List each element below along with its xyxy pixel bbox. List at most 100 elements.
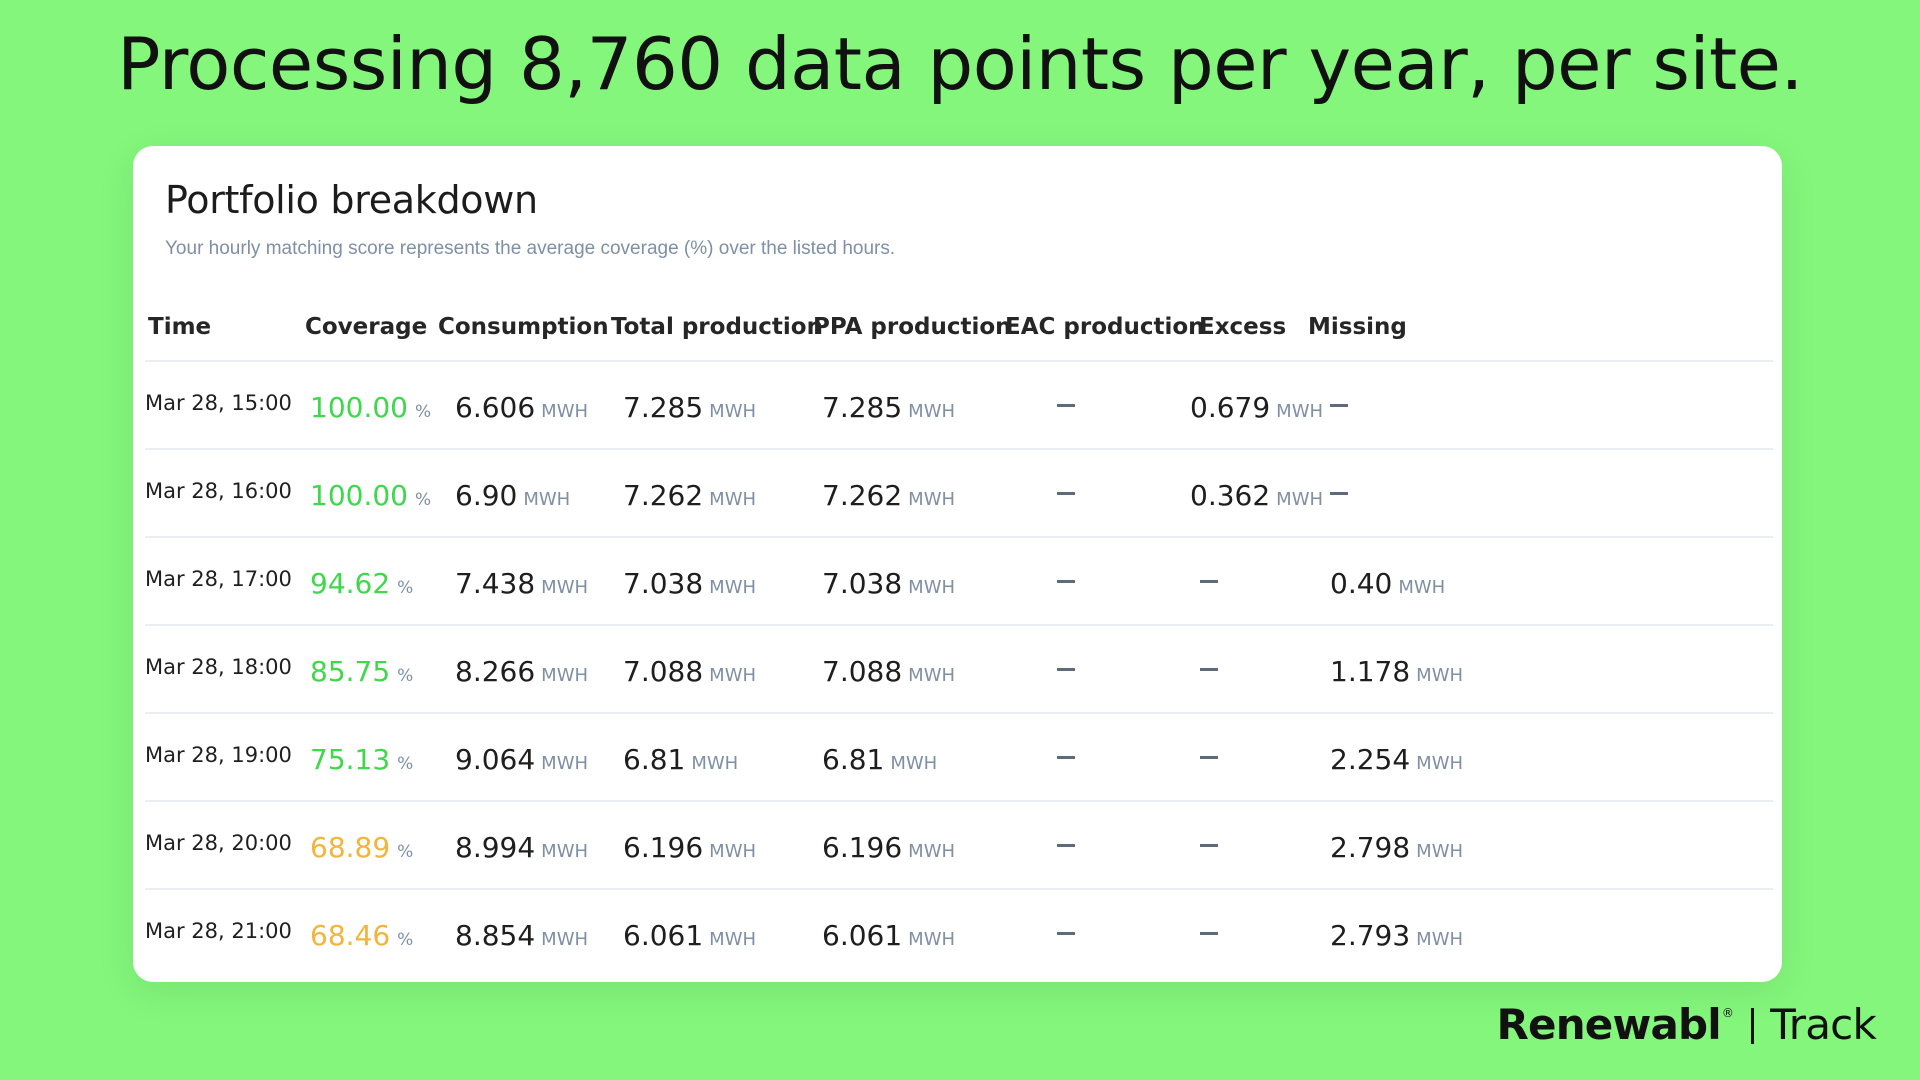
missing-cell: 2.793 MWH <box>1330 919 1463 952</box>
time-cell: Mar 28, 16:00 <box>145 479 292 503</box>
excess-empty-dash: – <box>1200 756 1218 759</box>
eac-production-empty-dash: – <box>1057 756 1075 759</box>
column-header-ppa-production[interactable]: PPA production <box>813 314 1012 340</box>
brand-separator <box>1751 1008 1755 1044</box>
table-row[interactable]: Mar 28, 15:00 100.00% 6.606 MWH 7.285 MWH 7.28… <box>145 360 1773 448</box>
breakdown-table: Time Coverage Consumption Total producti… <box>145 296 1773 976</box>
coverage-value: 100.00 <box>310 479 408 512</box>
consumption-value: 8.854 <box>455 919 536 952</box>
consumption-unit: MWH <box>541 753 589 774</box>
ppa-production-cell: 6.196 MWH <box>822 831 955 864</box>
time-value: Mar 28, 21:00 <box>145 919 292 943</box>
excess-empty-dash: – <box>1200 932 1218 935</box>
column-header-total-production[interactable]: Total production <box>611 314 823 340</box>
excess-empty-dash: – <box>1200 844 1218 847</box>
time-value: Mar 28, 19:00 <box>145 743 292 767</box>
coverage-cell: 100.00% <box>310 391 431 424</box>
total-production-cell: 7.038 MWH <box>623 567 756 600</box>
coverage-unit: % <box>397 930 414 950</box>
total-production-unit: MWH <box>709 489 757 510</box>
consumption-cell: 8.854 MWH <box>455 919 588 952</box>
ppa-production-value: 6.061 <box>822 919 903 952</box>
consumption-cell: 6.90 MWH <box>455 479 570 512</box>
table-row[interactable]: Mar 28, 16:00 100.00% 6.90 MWH 7.262 MWH 7.262… <box>145 448 1773 536</box>
column-header-missing[interactable]: Missing <box>1308 314 1407 340</box>
total-production-value: 6.061 <box>623 919 704 952</box>
total-production-unit: MWH <box>691 753 739 774</box>
coverage-unit: % <box>397 666 414 686</box>
eac-production-empty-dash: – <box>1057 580 1075 583</box>
excess-value: 0.362 <box>1190 479 1271 512</box>
consumption-cell: 6.606 MWH <box>455 391 588 424</box>
missing-unit: MWH <box>1398 577 1446 598</box>
consumption-value: 8.994 <box>455 831 536 864</box>
table-row[interactable]: Mar 28, 18:00 85.75% 8.266 MWH 7.088 MWH 7.088… <box>145 624 1773 712</box>
coverage-unit: % <box>414 402 432 422</box>
column-header-time[interactable]: Time <box>148 314 212 340</box>
coverage-value: 75.13 <box>310 743 391 776</box>
ppa-production-value: 6.196 <box>822 831 903 864</box>
ppa-production-cell: 7.038 MWH <box>822 567 955 600</box>
excess-empty-dash: – <box>1200 668 1218 671</box>
missing-unit: MWH <box>1416 929 1464 950</box>
brand-product: Track <box>1770 1000 1877 1049</box>
missing-empty-dash: – <box>1330 492 1348 495</box>
consumption-unit: MWH <box>541 665 589 686</box>
time-value: Mar 28, 17:00 <box>145 567 292 591</box>
headline: Processing 8,760 data points per year, p… <box>117 22 1803 106</box>
coverage-unit: % <box>397 842 414 862</box>
excess-empty-dash: – <box>1200 580 1218 583</box>
missing-empty-dash: – <box>1330 404 1348 407</box>
consumption-unit: MWH <box>541 577 589 598</box>
consumption-value: 8.266 <box>455 655 536 688</box>
eac-production-empty-dash: – <box>1057 932 1075 935</box>
missing-unit: MWH <box>1416 753 1464 774</box>
table-row[interactable]: Mar 28, 21:00 68.46% 8.854 MWH 6.061 MWH 6.061… <box>145 888 1773 976</box>
column-header-excess[interactable]: Excess <box>1199 314 1287 340</box>
consumption-cell: 9.064 MWH <box>455 743 588 776</box>
total-production-unit: MWH <box>709 665 757 686</box>
missing-value: 2.254 <box>1330 743 1411 776</box>
missing-cell: 0.40 MWH <box>1330 567 1445 600</box>
missing-value: 0.40 <box>1330 567 1393 600</box>
time-value: Mar 28, 15:00 <box>145 391 292 415</box>
excess-cell: 0.362 MWH <box>1190 479 1323 512</box>
coverage-cell: 94.62% <box>310 567 413 600</box>
total-production-cell: 7.088 MWH <box>623 655 756 688</box>
card-subtitle: Your hourly matching score represents th… <box>165 238 896 259</box>
ppa-production-unit: MWH <box>890 753 938 774</box>
total-production-unit: MWH <box>709 401 757 422</box>
total-production-cell: 6.81 MWH <box>623 743 738 776</box>
missing-cell: 2.798 MWH <box>1330 831 1463 864</box>
portfolio-breakdown-card: Portfolio breakdown Your hourly matching… <box>133 146 1782 982</box>
time-cell: Mar 28, 17:00 <box>145 567 292 591</box>
coverage-value: 94.62 <box>310 567 391 600</box>
excess-cell: 0.679 MWH <box>1190 391 1323 424</box>
missing-cell: 2.254 MWH <box>1330 743 1463 776</box>
consumption-unit: MWH <box>541 841 589 862</box>
ppa-production-unit: MWH <box>908 577 956 598</box>
consumption-value: 7.438 <box>455 567 536 600</box>
table-row[interactable]: Mar 28, 17:00 94.62% 7.438 MWH 7.038 MWH 7.038… <box>145 536 1773 624</box>
consumption-cell: 8.266 MWH <box>455 655 588 688</box>
coverage-cell: 68.89% <box>310 831 413 864</box>
card-title: Portfolio breakdown <box>165 178 538 222</box>
coverage-unit: % <box>397 754 414 774</box>
table-row[interactable]: Mar 28, 19:00 75.13% 9.064 MWH 6.81 MWH 6.81 MW… <box>145 712 1773 800</box>
eac-production-empty-dash: – <box>1057 844 1075 847</box>
column-header-coverage[interactable]: Coverage <box>305 314 428 340</box>
missing-value: 2.798 <box>1330 831 1411 864</box>
missing-unit: MWH <box>1416 841 1464 862</box>
total-production-value: 7.088 <box>623 655 704 688</box>
column-header-consumption[interactable]: Consumption <box>438 314 609 340</box>
consumption-unit: MWH <box>541 929 589 950</box>
ppa-production-unit: MWH <box>908 929 956 950</box>
time-cell: Mar 28, 20:00 <box>145 831 292 855</box>
coverage-cell: 68.46% <box>310 919 413 952</box>
column-header-eac-production[interactable]: EAC production <box>1005 314 1205 340</box>
table-row[interactable]: Mar 28, 20:00 68.89% 8.994 MWH 6.196 MWH 6.196… <box>145 800 1773 888</box>
eac-production-empty-dash: – <box>1057 492 1075 495</box>
total-production-value: 7.038 <box>623 567 704 600</box>
missing-unit: MWH <box>1416 665 1464 686</box>
total-production-value: 6.196 <box>623 831 704 864</box>
